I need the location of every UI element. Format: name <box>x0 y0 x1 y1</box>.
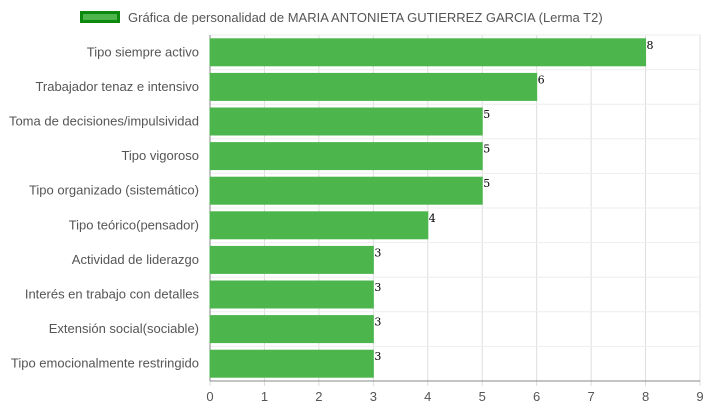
data-label: 6 <box>538 73 545 86</box>
legend-swatch <box>80 11 120 23</box>
y-tick-label: Tipo siempre activo <box>87 44 199 59</box>
legend: Gráfica de personalidad de MARIA ANTONIE… <box>80 8 603 26</box>
data-label: 3 <box>374 281 381 294</box>
bar <box>209 349 374 378</box>
bar <box>209 107 483 136</box>
x-tick-label: 0 <box>206 389 213 404</box>
y-tick-label: Tipo vigoroso <box>121 148 199 163</box>
y-tick-label: Toma de decisiones/impulsividad <box>9 114 199 129</box>
x-tick-label: 7 <box>587 389 594 404</box>
y-tick-label: Tipo organizado (sistemático) <box>29 183 199 198</box>
x-tick-label: 8 <box>642 389 649 404</box>
bar <box>209 38 647 67</box>
bar <box>209 280 374 309</box>
y-tick-label: Tipo teórico(pensador) <box>69 217 199 232</box>
y-tick-label: Extensión social(sociable) <box>49 321 199 336</box>
x-tick-label: 5 <box>479 389 486 404</box>
y-tick-label: Actividad de liderazgo <box>72 252 199 267</box>
x-tick-label: 6 <box>533 389 540 404</box>
x-tick-label: 2 <box>315 389 322 404</box>
bar <box>209 72 538 101</box>
data-label: 3 <box>374 350 381 363</box>
data-label: 3 <box>374 316 381 329</box>
bar <box>209 315 374 344</box>
y-tick-label: Tipo emocionalmente restringido <box>11 356 199 371</box>
legend-label: Gráfica de personalidad de MARIA ANTONIE… <box>128 9 603 25</box>
x-tick-label: 3 <box>370 389 377 404</box>
data-label: 8 <box>647 39 654 52</box>
bar <box>209 176 483 205</box>
x-tick-label: 9 <box>696 389 703 404</box>
x-tick-label: 1 <box>261 389 268 404</box>
y-tick-label: Trabajador tenaz e intensivo <box>35 79 199 94</box>
bar <box>209 142 483 171</box>
y-tick-label: Interés en trabajo con detalles <box>25 287 200 302</box>
data-label: 5 <box>483 143 490 156</box>
data-label: 4 <box>429 212 436 225</box>
data-label: 3 <box>374 246 381 259</box>
data-label: 5 <box>483 108 490 121</box>
x-tick-label: 4 <box>424 389 431 404</box>
bar <box>209 211 429 240</box>
data-label: 5 <box>483 177 490 190</box>
bar <box>209 245 374 274</box>
